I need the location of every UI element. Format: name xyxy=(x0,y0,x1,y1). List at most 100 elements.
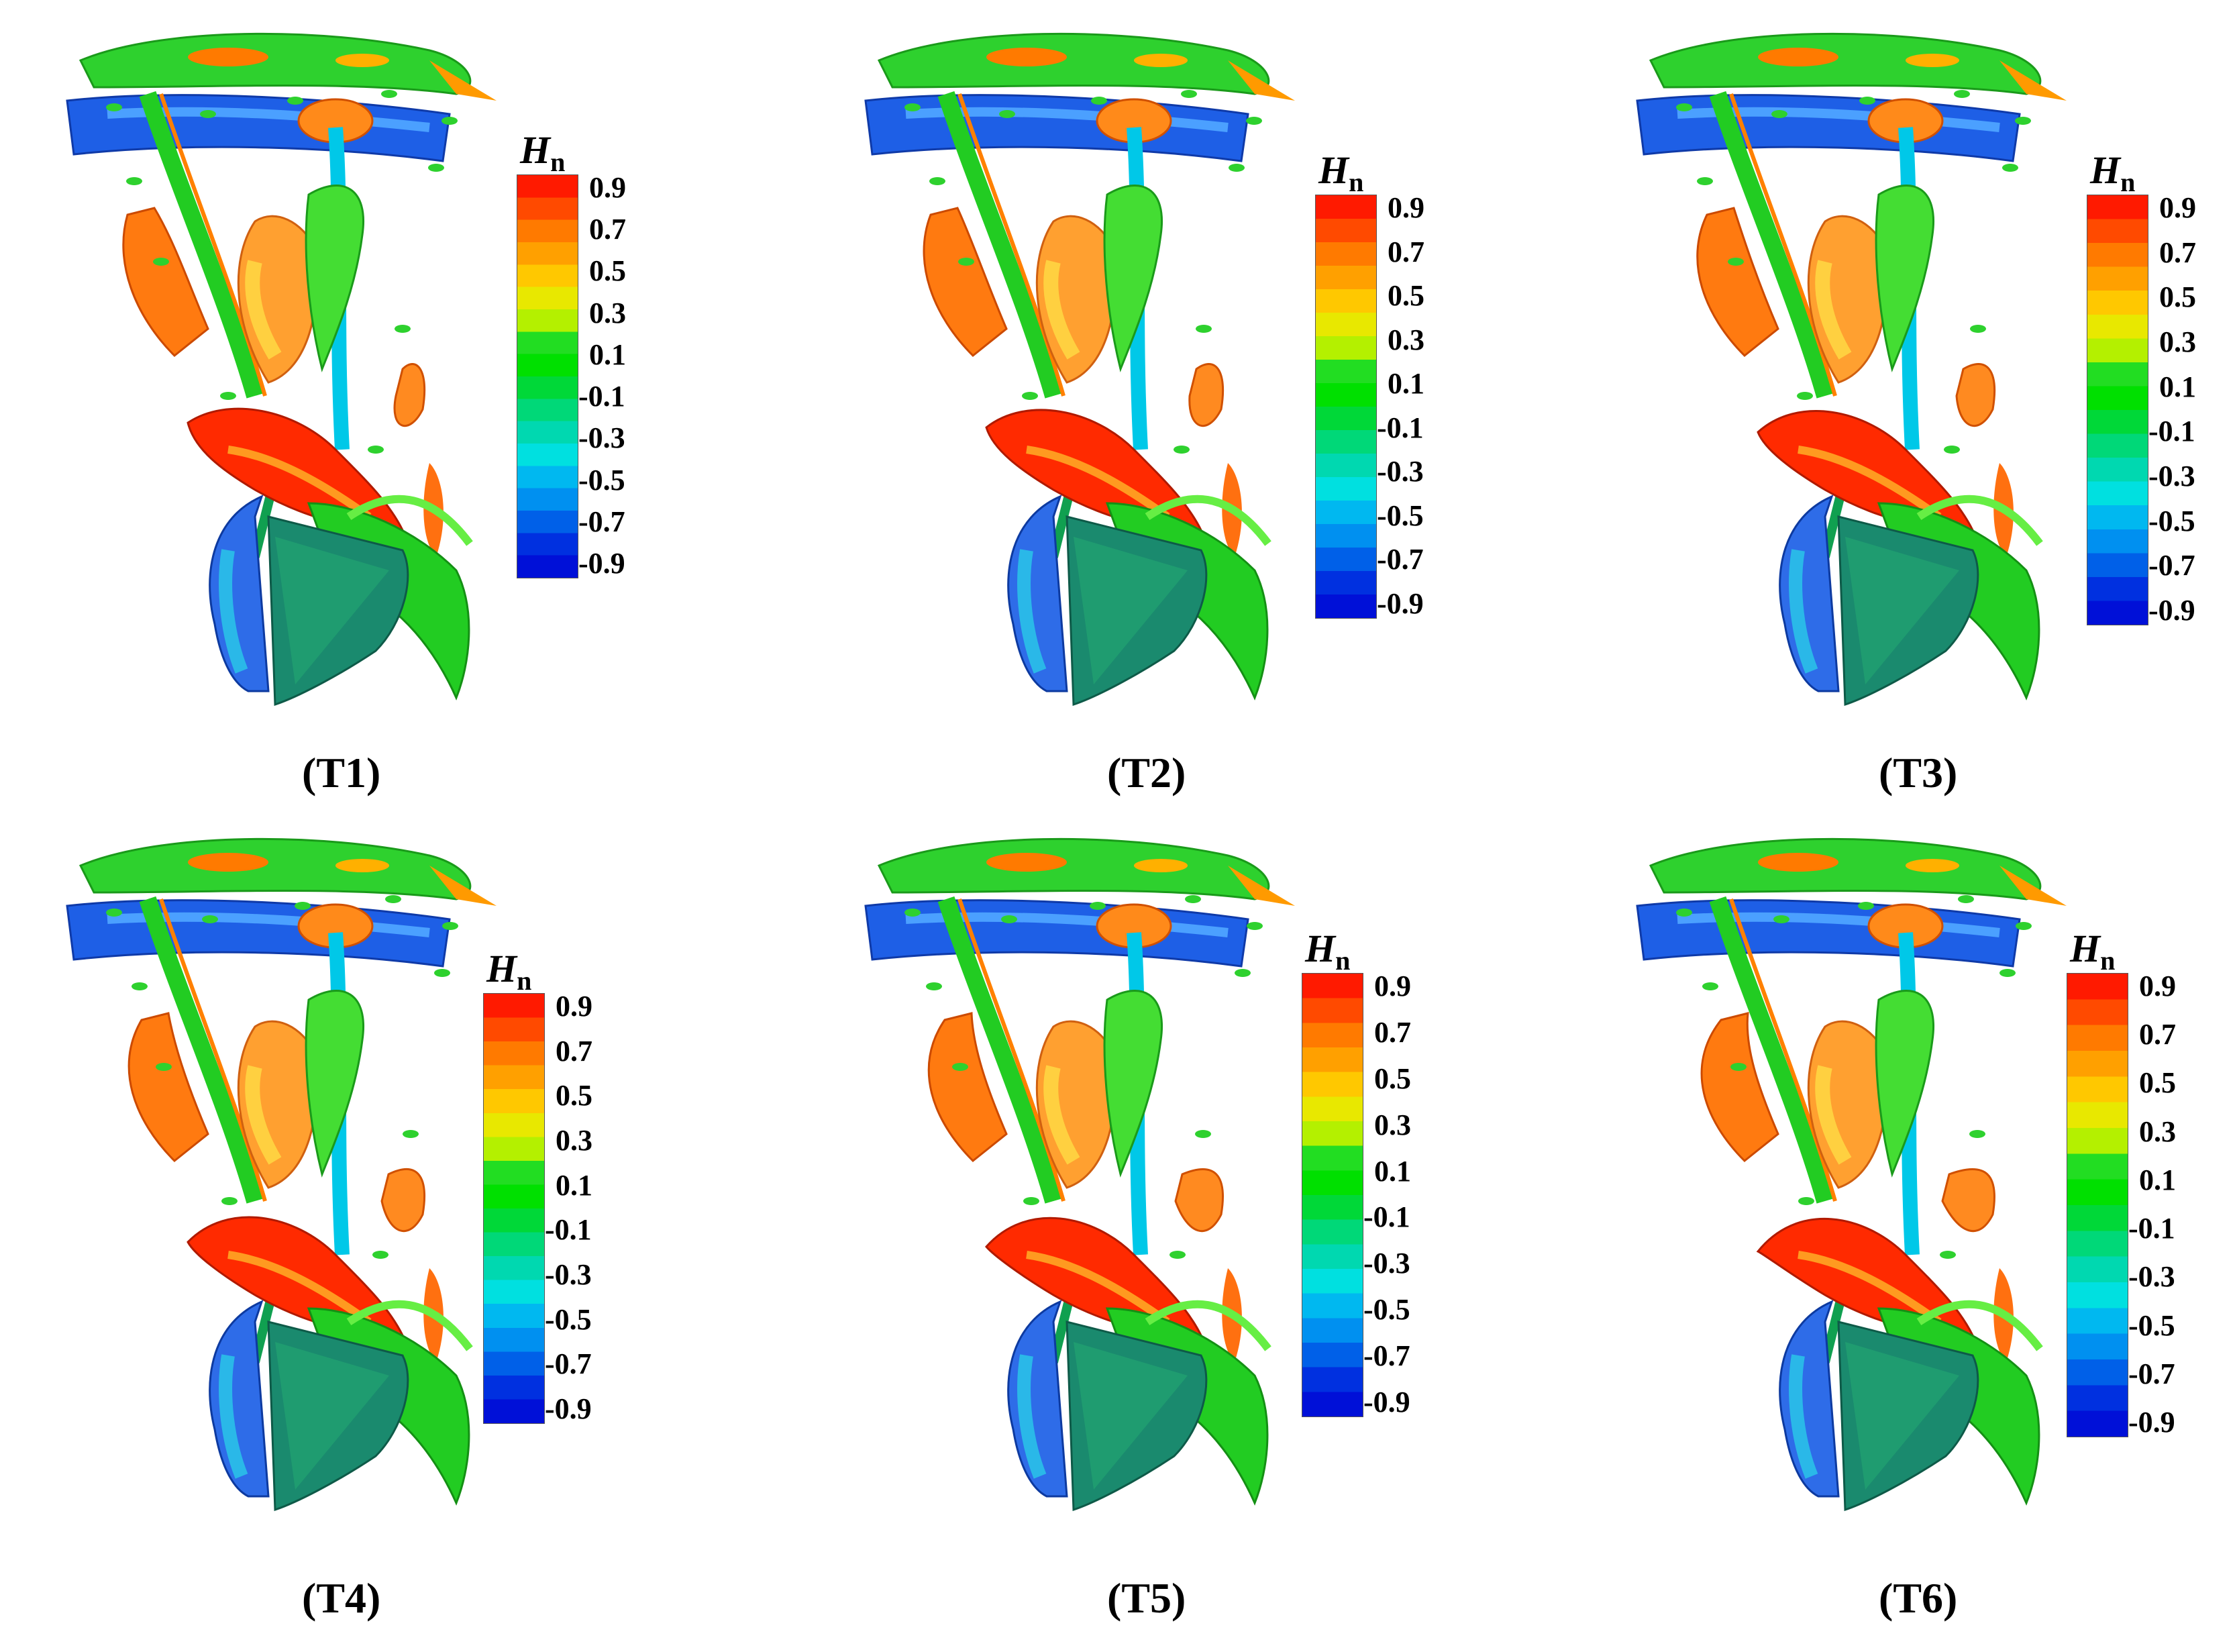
colorbar-tick-label: 0.7 xyxy=(1374,1015,1411,1049)
vortex-red-region xyxy=(1757,410,1975,531)
colorbar-tick-label: -0.3 xyxy=(2148,460,2195,493)
colorbar-title-sub: n xyxy=(1349,167,1364,197)
colorbar-tick-label: -0.5 xyxy=(2148,504,2195,537)
colorbar-tick-label: -0.5 xyxy=(2128,1308,2175,1342)
colorbar-title-main: H xyxy=(520,128,551,172)
vortex-orange-lobes xyxy=(927,1012,1242,1362)
colorbar-title-main: H xyxy=(1305,927,1336,970)
colorbar-tick-label: -0.5 xyxy=(545,1302,592,1336)
colorbar-tick-label: 0.1 xyxy=(1374,1154,1411,1188)
colorbar-tick-label: -0.3 xyxy=(1377,455,1424,488)
colorbar-tick-label: -0.5 xyxy=(1363,1293,1410,1327)
vortex-isosurface-image xyxy=(864,32,1295,707)
colorbar-tick-label: 0.1 xyxy=(2139,1163,2176,1196)
colorbar-tick-label: -0.1 xyxy=(578,380,625,413)
colorbar-title: Hn xyxy=(2070,926,2115,976)
colorbar-gradient xyxy=(517,174,578,578)
colorbar-tick-label: -0.5 xyxy=(1377,499,1424,532)
panel-t3: Hn 0.9 0.7 0.5 0.3 0.1 -0.1 -0.3 -0.5 -0.7 -0.9 (T3… xyxy=(1624,20,2234,812)
panel-t6: Hn 0.9 0.7 0.5 0.3 0.1 -0.1 -0.3 -0.5 -0.7 -0.9 (T6… xyxy=(1624,825,2234,1622)
colorbar-tick-label: -0.7 xyxy=(578,505,625,538)
vortex-blue-tube xyxy=(66,899,451,968)
colorbar-tick-label: 0.7 xyxy=(589,213,626,246)
colorbar-title-main: H xyxy=(1318,148,1349,192)
colorbar: Hn 0.9 0.7 0.5 0.3 0.1 -0.1 -0.3 -0.5 -0.7 -0.9 xyxy=(1315,148,1463,631)
colorbar-title-sub: n xyxy=(2120,167,2136,197)
panel-t2: Hn 0.9 0.7 0.5 0.3 0.1 -0.1 -0.3 -0.5 -0.7 -0.9 (T2… xyxy=(852,20,1483,812)
colorbar-tick-label: 0.5 xyxy=(2139,1066,2176,1100)
vortex-red-region xyxy=(985,409,1203,531)
vortex-bottom-wedge xyxy=(1779,495,1979,707)
colorbar-tick-label: -0.1 xyxy=(545,1213,592,1247)
colorbar-tick-label: 0.7 xyxy=(556,1034,592,1068)
colorbar-tick-label: 0.9 xyxy=(1388,191,1424,224)
vortex-isosurface-image xyxy=(1636,837,2067,1512)
vortex-specks xyxy=(904,895,1263,1259)
colorbar: Hn 0.9 0.7 0.5 0.3 0.1 -0.1 -0.3 -0.5 -0.7 -0.9 xyxy=(2067,927,2214,1449)
vortex-bottom-wedge xyxy=(209,1300,409,1512)
vortex-specks xyxy=(106,895,458,1259)
colorbar-title-main: H xyxy=(2090,148,2121,192)
colorbar-tick-label: -0.3 xyxy=(2128,1260,2175,1294)
colorbar-tick-label: 0.9 xyxy=(556,990,592,1023)
colorbar-gradient xyxy=(483,993,545,1424)
colorbar-title-main: H xyxy=(2070,927,2101,970)
colorbar-tick-label: -0.9 xyxy=(578,547,625,580)
colorbar-title: Hn xyxy=(1318,148,1363,198)
colorbar-title-sub: n xyxy=(1335,945,1351,976)
colorbar-tick-label: 0.5 xyxy=(556,1079,592,1113)
vortex-red-region xyxy=(187,407,405,531)
vortex-top-sheet xyxy=(79,32,497,101)
panel-t1: Hn 0.9 0.7 0.5 0.3 0.1 -0.1 -0.3 -0.5 -0.7 -0.9 (T1… xyxy=(54,20,684,812)
vortex-specks xyxy=(106,90,458,454)
vortex-blue-tube xyxy=(864,94,1249,162)
panel-caption: (T3) xyxy=(1879,749,1958,796)
vortex-specks xyxy=(1676,895,2032,1259)
vortex-isosurface-image xyxy=(66,837,497,1512)
colorbar-tick-label: 0.5 xyxy=(589,254,626,288)
panel-caption: (T5) xyxy=(1107,1574,1186,1622)
colorbar-tick-label: -0.9 xyxy=(2148,594,2195,627)
colorbar-tick-label: 0.9 xyxy=(589,171,626,204)
vortex-blue-tube xyxy=(1636,94,2021,162)
colorbar-tick-label: 0.5 xyxy=(1374,1062,1411,1095)
colorbar-tick-label: -0.7 xyxy=(2148,549,2195,582)
panel-t5: Hn 0.9 0.7 0.5 0.3 0.1 -0.1 -0.3 -0.5 -0.7 -0.9 (T5… xyxy=(852,825,1483,1622)
vortex-top-sheet xyxy=(1649,32,2067,101)
colorbar-tick-label: -0.9 xyxy=(2128,1406,2175,1439)
colorbar-title: Hn xyxy=(520,127,565,178)
colorbar-title-sub: n xyxy=(2100,945,2116,976)
colorbar-tick-label: 0.7 xyxy=(2139,1018,2176,1051)
colorbar-tick-label: 0.3 xyxy=(589,296,626,329)
vortex-top-sheet xyxy=(877,32,1295,101)
vortex-orange-lobes xyxy=(122,207,444,557)
colorbar-tick-label: -0.3 xyxy=(1363,1247,1410,1280)
vortex-specks xyxy=(904,90,1262,454)
colorbar-tick-label: -0.3 xyxy=(578,421,625,455)
colorbar-tick-label: 0.9 xyxy=(2159,191,2196,224)
vortex-isosurface-image xyxy=(864,837,1295,1512)
colorbar-tick-label: -0.3 xyxy=(545,1258,592,1291)
colorbar-title: Hn xyxy=(486,946,531,996)
colorbar-tick-label: 0.7 xyxy=(1388,235,1424,268)
colorbar-tick-label: 0.3 xyxy=(556,1124,592,1157)
colorbar-gradient xyxy=(2087,195,2148,625)
vortex-red-region xyxy=(1756,1218,1975,1337)
colorbar-tick-label: 0.7 xyxy=(2159,236,2196,269)
panel-caption: (T1) xyxy=(302,749,381,796)
colorbar: Hn 0.9 0.7 0.5 0.3 0.1 -0.1 -0.3 -0.5 -0.7 -0.9 xyxy=(483,947,631,1436)
colorbar-tick-label: -0.9 xyxy=(1363,1386,1410,1418)
colorbar-gradient xyxy=(1302,973,1363,1417)
vortex-red-region xyxy=(985,1217,1203,1337)
vortex-top-sheet xyxy=(79,837,497,906)
colorbar-tick-label: 0.1 xyxy=(2159,370,2196,403)
colorbar-gradient xyxy=(1315,195,1377,619)
colorbar-tick-label: 0.9 xyxy=(2139,970,2176,1002)
colorbar-title: Hn xyxy=(1305,926,1350,976)
vortex-orange-lobes xyxy=(1700,1012,2014,1362)
vortex-blue-tube xyxy=(1636,899,2021,968)
panel-caption: (T4) xyxy=(302,1574,381,1622)
colorbar-tick-label: 0.1 xyxy=(1388,367,1424,401)
vortex-isosurface-image xyxy=(1636,32,2067,707)
colorbar-tick-label: -0.5 xyxy=(578,463,625,497)
